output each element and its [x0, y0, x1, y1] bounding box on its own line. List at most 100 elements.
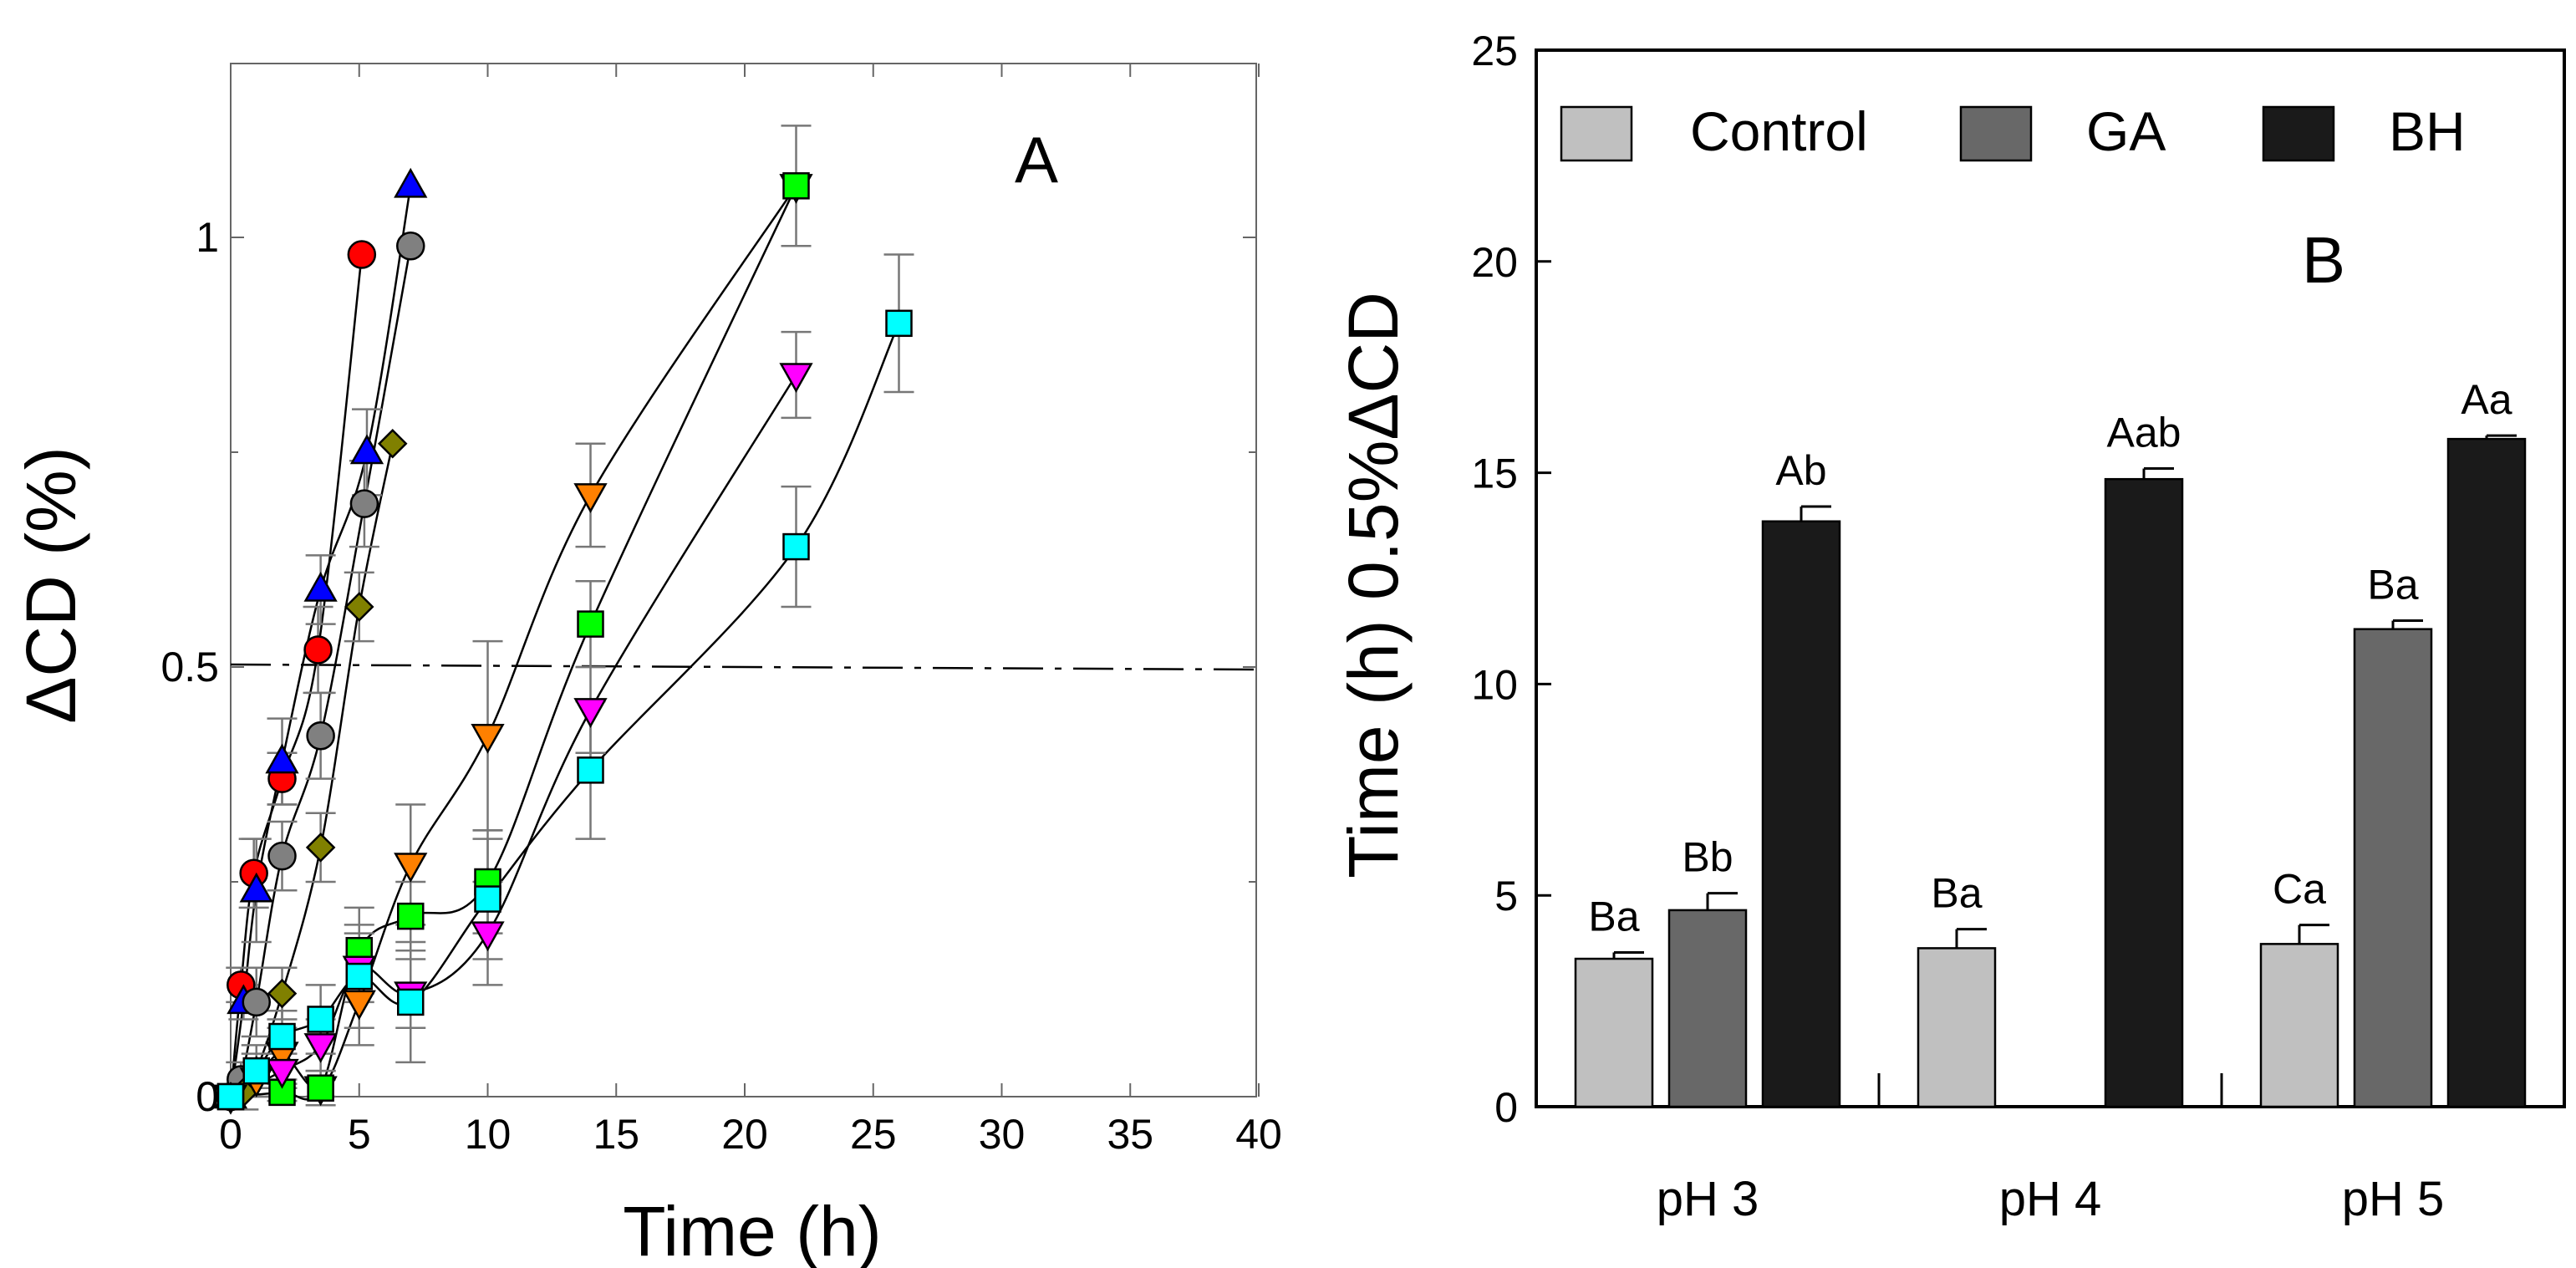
- data-point-cyan-squares: [885, 309, 913, 338]
- bar-significance-label: Aab: [2107, 410, 2181, 456]
- data-point-magenta-triangles: [303, 1033, 338, 1063]
- panel-a-plot-frame: [230, 63, 1257, 1097]
- data-point-magenta-triangles: [471, 921, 505, 952]
- data-point-blue-triangles: [349, 434, 384, 465]
- panel-a-x-tick-label: 15: [593, 1111, 639, 1158]
- bar-bh: [2446, 437, 2527, 1108]
- data-point-blue-triangles: [265, 743, 299, 774]
- data-point-green-squares: [577, 610, 604, 638]
- panel-b-bars: Ba Ba Ca Bb Ba Ab Aab Aa: [1574, 376, 2527, 1108]
- data-point-grey-circles: [267, 841, 297, 871]
- panel-a-x-tick-label: 35: [1107, 1111, 1153, 1158]
- data-point-olive-diamonds: [305, 833, 336, 863]
- data-point-cyan-squares: [577, 756, 604, 784]
- series-line-red-circles: [229, 254, 364, 1097]
- legend-swatch-bh: [2262, 105, 2335, 162]
- data-point-red-circles: [303, 635, 333, 665]
- bar-significance-label: Ba: [1931, 870, 1982, 917]
- bar-control: [1917, 947, 1997, 1108]
- data-point-orange-triangles: [342, 990, 376, 1021]
- panel-b-y-tick-label: 5: [1494, 873, 1518, 919]
- data-point-cyan-squares: [782, 532, 810, 561]
- data-point-olive-diamonds: [267, 978, 298, 1009]
- data-point-cyan-squares: [474, 885, 501, 913]
- bar-significance-label: Ca: [2273, 866, 2326, 913]
- bar-significance-label: Aa: [2461, 376, 2512, 423]
- bar-significance-label: Ba: [2367, 562, 2418, 609]
- panel-b-y-tick-label: 20: [1471, 239, 1518, 286]
- bar-bh: [1761, 520, 1841, 1108]
- data-point-cyan-squares: [242, 1057, 270, 1085]
- bar-significance-label: Ab: [1775, 447, 1826, 494]
- panel-b-category-label: pH 5: [2342, 1172, 2445, 1226]
- legend-label-bh: BH: [2389, 100, 2466, 162]
- panel-a-x-tick-label: 5: [348, 1111, 371, 1158]
- data-point-cyan-squares: [268, 1022, 296, 1051]
- data-point-blue-triangles: [239, 872, 273, 903]
- data-point-blue-triangles: [394, 167, 428, 198]
- panel-b-y-tick-label: 10: [1471, 661, 1518, 708]
- panel-b-x-ticks: pH 3 pH 4 pH 5: [1657, 1073, 2445, 1226]
- panel-a-y-ticks: 00.51: [160, 214, 1256, 1120]
- data-point-green-squares: [307, 1074, 334, 1102]
- panel-a-x-tick-label: 30: [979, 1111, 1026, 1158]
- panel-a-x-tick-label: 20: [721, 1111, 768, 1158]
- data-point-grey-circles: [242, 987, 271, 1017]
- panel-b-y-tick-label: 0: [1494, 1084, 1518, 1131]
- panel-a-x-tick-label: 40: [1235, 1111, 1282, 1158]
- bar-bh: [2104, 477, 2184, 1108]
- series-line-cyan-squares: [230, 323, 900, 1097]
- data-point-green-squares: [397, 902, 425, 930]
- panel-a-label: A: [1015, 123, 1058, 196]
- panel-a-chart: 0 5 10 15 20 25 30 35 40 00.51 A Time (h) ΔCD (%…: [12, 63, 1282, 1268]
- panel-a-x-tick-label: 10: [465, 1111, 512, 1158]
- panel-b-label: B: [2302, 223, 2345, 297]
- legend-label-ga: GA: [2086, 100, 2166, 162]
- data-point-olive-diamonds: [344, 592, 374, 622]
- panel-b-category-label: pH 3: [1657, 1172, 1759, 1226]
- legend-swatch-ga: [1959, 105, 2033, 162]
- bar-significance-label: Ba: [1588, 893, 1639, 940]
- data-point-grey-circles: [306, 721, 335, 751]
- data-point-red-circles: [347, 240, 377, 269]
- panel-a-x-ticks: 0 5 10 15 20 25 30 35 40: [219, 64, 1282, 1158]
- bar-ga: [2353, 628, 2433, 1108]
- panel-b-chart: 0 5 10 15 20 25 pH 3 pH 4 pH 5 Ba Ba Ca Bb Ba Ab Aab A…: [1334, 28, 2566, 1226]
- data-point-orange-triangles: [471, 723, 505, 754]
- data-point-cyan-squares: [216, 1082, 245, 1111]
- data-point-orange-triangles: [573, 483, 608, 513]
- panel-a-x-axis-label: Time (h): [623, 1192, 882, 1268]
- data-point-grey-circles: [396, 232, 425, 261]
- data-point-green-squares: [782, 172, 810, 200]
- data-point-magenta-triangles: [573, 698, 608, 728]
- data-point-grey-circles: [349, 489, 379, 518]
- panel-a-y-tick-label: 0: [196, 1073, 219, 1120]
- panel-b-y-ticks: 0 5 10 15 20 25: [1471, 28, 1551, 1131]
- data-point-cyan-squares: [307, 1006, 334, 1033]
- panel-b-category-label: pH 4: [1999, 1172, 2102, 1226]
- panel-b-plot-frame: [1535, 48, 2566, 1108]
- legend-label-control: Control: [1690, 100, 1868, 162]
- panel-a-series: [213, 125, 914, 1115]
- data-point-blue-triangles: [303, 571, 338, 602]
- panel-a-reference-line: [230, 663, 1257, 671]
- panel-b-y-tick-label: 25: [1471, 28, 1518, 74]
- data-point-orange-triangles: [394, 853, 428, 883]
- data-point-magenta-triangles: [265, 1058, 299, 1089]
- series-line-grey-circles: [229, 246, 412, 1097]
- data-point-cyan-squares: [345, 962, 373, 990]
- bar-significance-label: Bb: [1682, 834, 1733, 881]
- data-point-magenta-triangles: [779, 363, 813, 394]
- bar-ga: [1667, 909, 1748, 1108]
- panel-b-y-tick-label: 15: [1471, 451, 1518, 497]
- panel-b-legend: Control GA BH: [1560, 100, 2466, 162]
- bar-control: [1574, 957, 1654, 1108]
- panel-a-y-axis-label: ΔCD (%): [12, 446, 90, 723]
- data-point-olive-diamonds: [377, 428, 408, 459]
- series-line-magenta-triangles: [230, 374, 797, 1098]
- panel-a-x-tick-label: 25: [850, 1111, 897, 1158]
- panel-a-y-tick-label: 1: [196, 214, 219, 261]
- legend-swatch-control: [1560, 105, 1633, 162]
- panel-a-x-tick-label: 0: [219, 1111, 242, 1158]
